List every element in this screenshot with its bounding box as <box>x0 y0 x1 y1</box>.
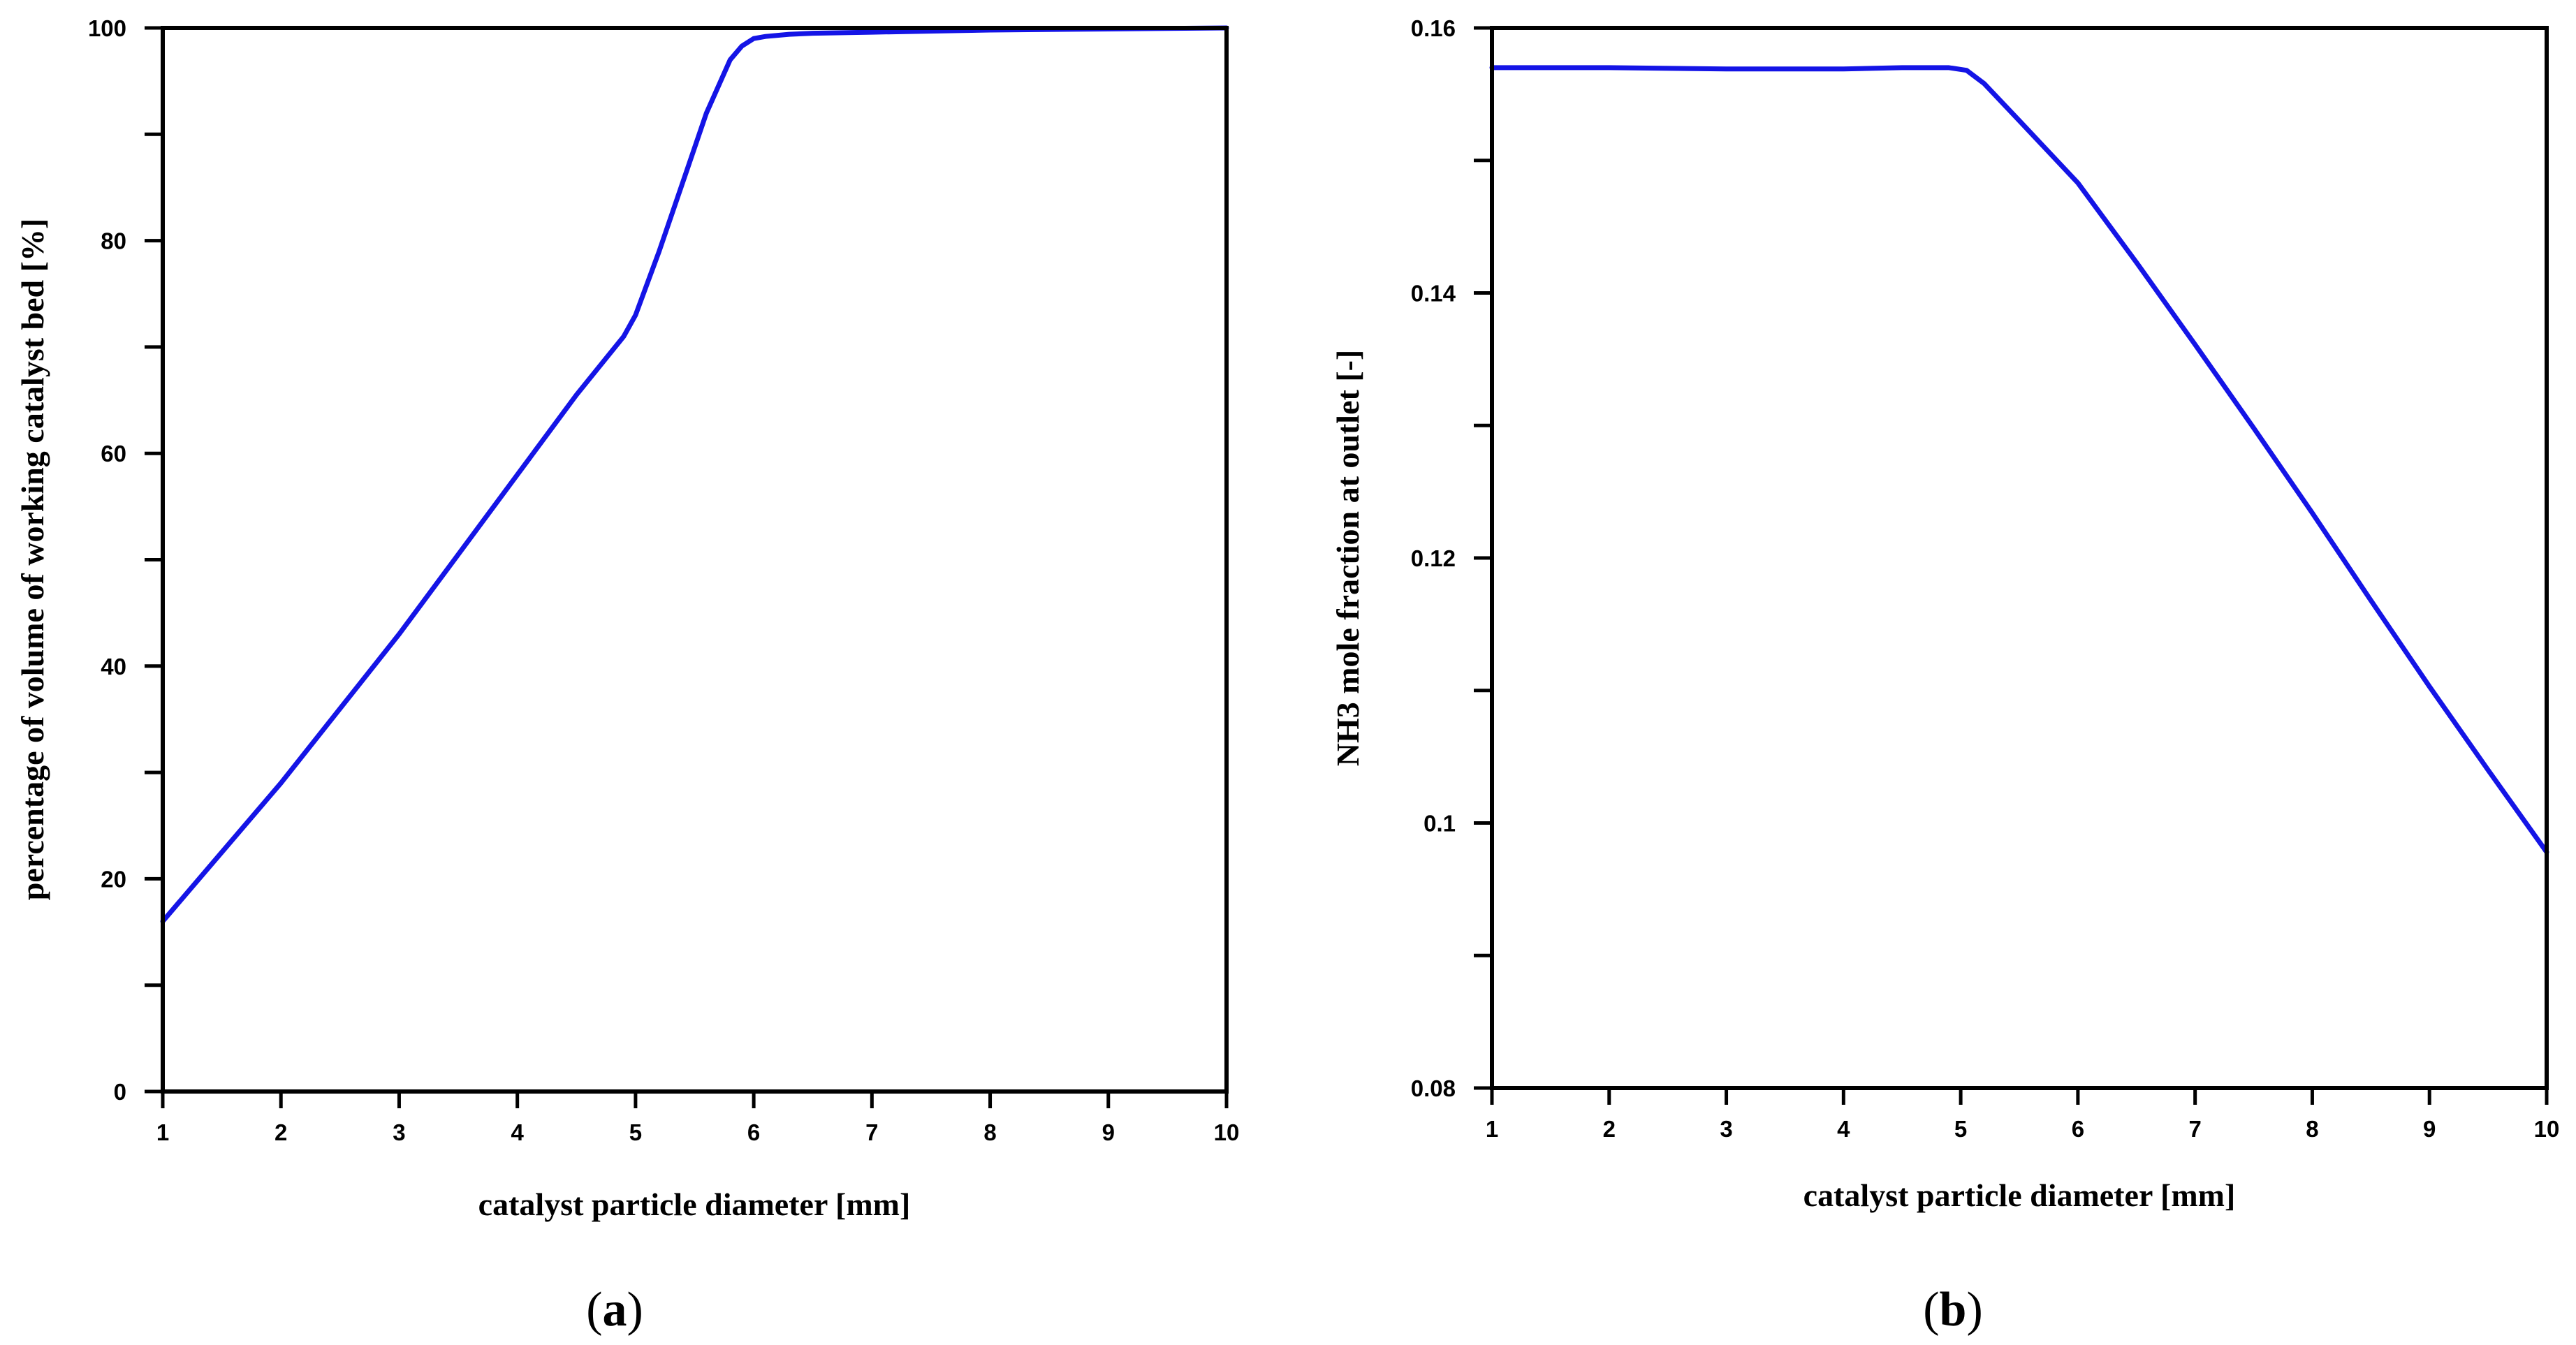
y-tick-label: 0.16 <box>1411 15 1456 41</box>
x-tick-label: 10 <box>2534 1116 2560 1142</box>
panel-b-chart: 1 2 3 4 5 6 7 8 9 10 0.08 0.1 0.12 0.14 0.16 catalyst … <box>1330 15 2559 1337</box>
y-tick-label: 20 <box>101 866 126 892</box>
panel-a-y-axis-title: percentage of volume of working catalyst… <box>15 219 50 901</box>
x-tick-label: 7 <box>865 1119 878 1145</box>
x-tick-label: 2 <box>275 1119 287 1145</box>
x-tick-label: 5 <box>1954 1116 1967 1142</box>
panel-b-x-axis-title: catalyst particle diameter [mm] <box>1803 1177 2236 1213</box>
y-tick-label: 0.14 <box>1411 281 1456 307</box>
x-tick-label: 3 <box>1720 1116 1732 1142</box>
panel-b-plot-frame <box>1490 26 2549 1090</box>
x-tick-label: 6 <box>2072 1116 2084 1142</box>
y-tick-label: 0.12 <box>1411 545 1456 571</box>
x-tick-label: 4 <box>511 1119 524 1145</box>
x-tick-label: 1 <box>156 1119 169 1145</box>
x-tick-label: 9 <box>2423 1116 2436 1142</box>
panel-b-ticks: 1 2 3 4 5 6 7 8 9 10 0.08 0.1 0.12 0.14 0.16 <box>1411 15 2560 1142</box>
y-tick-label: 0.1 <box>1424 811 1456 837</box>
y-tick-label: 60 <box>101 441 126 466</box>
x-tick-label: 3 <box>393 1119 405 1145</box>
x-tick-label: 7 <box>2188 1116 2201 1142</box>
y-tick-label: 100 <box>88 15 126 41</box>
x-tick-label: 4 <box>1837 1116 1850 1142</box>
x-tick-label: 9 <box>1102 1119 1115 1145</box>
y-tick-label: 80 <box>101 228 126 254</box>
panel-a-plot-frame <box>161 26 1229 1094</box>
x-tick-label: 1 <box>1486 1116 1498 1142</box>
panel-b-y-axis-title: NH3 mole fraction at outlet [-] <box>1330 350 1366 767</box>
panel-b-caption-letter: b <box>1940 1283 1967 1337</box>
x-tick-label: 6 <box>747 1119 760 1145</box>
x-tick-label: 2 <box>1603 1116 1616 1142</box>
y-tick-label: 0.08 <box>1411 1075 1456 1101</box>
panel-b-caption: (b) <box>1923 1283 1983 1337</box>
y-tick-label: 40 <box>101 654 126 679</box>
panel-a-caption-letter: a <box>603 1283 627 1337</box>
x-tick-label: 10 <box>1214 1119 1240 1145</box>
panel-a-x-axis-title: catalyst particle diameter [mm] <box>478 1186 911 1222</box>
y-tick-label: 0 <box>114 1079 126 1105</box>
x-tick-label: 8 <box>2306 1116 2318 1142</box>
x-tick-label: 5 <box>629 1119 642 1145</box>
panel-b-series-line <box>1489 65 2549 855</box>
panel-a-caption: (a) <box>586 1283 643 1337</box>
panel-a-series-line <box>160 25 1229 924</box>
x-tick-label: 8 <box>983 1119 996 1145</box>
